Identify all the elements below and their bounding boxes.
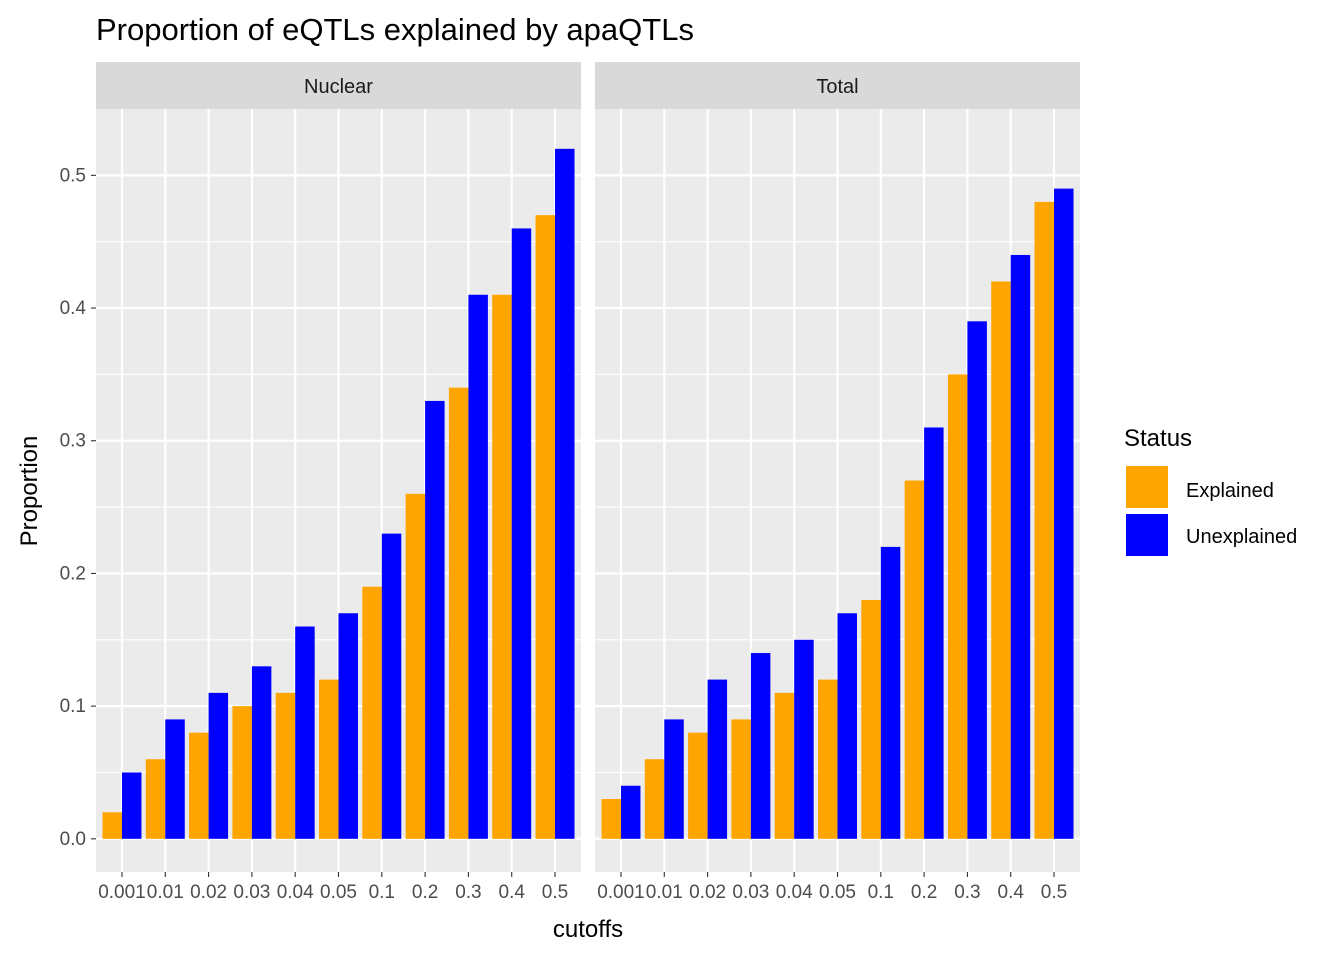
y-axis: 0.0 0.1 0.2 0.3 0.4 0.5 — [60, 165, 96, 850]
bar-unexplained — [165, 719, 185, 839]
bar-explained — [189, 732, 209, 839]
y-tick-label: 0.4 — [60, 298, 87, 319]
bar-unexplained — [880, 546, 901, 839]
bar-explained — [448, 387, 469, 839]
bar-unexplained — [295, 626, 315, 839]
bar-unexplained — [468, 294, 488, 839]
facet-strip — [595, 62, 1080, 109]
bar-unexplained — [1054, 188, 1074, 839]
bar-unexplained — [620, 785, 641, 839]
legend-label-explained: Explained — [1186, 480, 1274, 502]
x-tick-label: 0.04 — [277, 882, 314, 903]
x-tick-label: 0.1 — [868, 882, 894, 903]
bar-unexplained — [1010, 254, 1031, 839]
bar-unexplained — [750, 653, 771, 839]
bar-unexplained — [425, 400, 445, 839]
bar-explained — [818, 679, 838, 839]
bar-unexplained — [381, 533, 402, 839]
facet-strip-label: Nuclear — [304, 76, 373, 98]
bar-unexplained — [707, 679, 728, 839]
bar-explained — [991, 281, 1011, 839]
bar-explained — [861, 599, 881, 839]
x-tick-label: 0.2 — [412, 882, 438, 903]
x-tick-label: 0.001 — [98, 882, 146, 903]
legend-label-unexplained: Unexplained — [1186, 526, 1297, 548]
bar-unexplained — [511, 228, 532, 839]
bar-explained — [492, 294, 512, 839]
x-tick-label: 0.04 — [776, 882, 813, 903]
x-axis-title: cutoffs — [553, 916, 623, 943]
y-axis-title: Proportion — [16, 436, 43, 547]
facet-panel-total: Total 0.001 0.01 0.02 0.03 0.04 0.05 0.1 0.2 0.3 0… — [595, 62, 1080, 903]
x-tick-label: 0.5 — [542, 882, 568, 903]
x-tick-label: 0.01 — [147, 882, 184, 903]
bar-unexplained — [967, 321, 987, 839]
y-tick-label: 0.2 — [60, 563, 86, 584]
bar-explained — [601, 799, 621, 839]
bar-explained — [275, 692, 296, 839]
bar-unexplained — [924, 427, 944, 839]
bar-unexplained — [338, 613, 358, 839]
x-tick-label: 0.05 — [819, 882, 856, 903]
chart-title: Proportion of eQTLs explained by apaQTLs — [96, 12, 694, 47]
bar-unexplained — [555, 148, 575, 839]
bar-unexplained — [208, 692, 229, 839]
x-tick-label: 0.2 — [911, 882, 937, 903]
bar-explained — [731, 719, 751, 839]
bar-unexplained — [664, 719, 684, 839]
legend-swatch-explained — [1126, 466, 1168, 508]
x-tick-label: 0.001 — [597, 882, 645, 903]
bar-explained — [145, 759, 166, 839]
x-tick-label: 0.3 — [455, 882, 481, 903]
bar-explained — [405, 493, 426, 839]
legend-swatch-unexplained — [1126, 514, 1168, 556]
bar-explained — [319, 679, 339, 839]
legend-title: Status — [1124, 425, 1192, 452]
y-tick-label: 0.0 — [60, 829, 86, 850]
bar-unexplained — [837, 613, 857, 839]
x-tick-label: 0.03 — [732, 882, 769, 903]
bar-explained — [904, 480, 925, 839]
bar-explained — [535, 215, 556, 839]
legend: Status Explained Unexplained — [1124, 425, 1297, 556]
bar-unexplained — [251, 666, 272, 839]
facet-strip — [96, 62, 581, 109]
x-tick-label: 0.4 — [499, 882, 526, 903]
bar-unexplained — [121, 772, 142, 839]
y-tick-label: 0.5 — [60, 165, 86, 186]
facet-strip-label: Total — [816, 76, 858, 98]
x-tick-label: 0.02 — [190, 882, 227, 903]
x-tick-label: 0.05 — [320, 882, 357, 903]
bar-explained — [102, 812, 122, 839]
bar-explained — [688, 732, 708, 839]
bar-explained — [1034, 201, 1055, 839]
x-tick-label: 0.01 — [646, 882, 683, 903]
y-tick-label: 0.3 — [60, 431, 86, 452]
bar-explained — [774, 692, 795, 839]
x-tick-label: 0.3 — [954, 882, 980, 903]
x-tick-label: 0.03 — [233, 882, 270, 903]
y-tick-label: 0.1 — [60, 696, 86, 717]
x-tick-label: 0.5 — [1041, 882, 1067, 903]
x-tick-label: 0.1 — [369, 882, 395, 903]
bar-explained — [947, 374, 968, 839]
x-tick-label: 0.02 — [689, 882, 726, 903]
bar-explained — [232, 706, 252, 839]
bar-unexplained — [794, 639, 814, 839]
bar-explained — [644, 759, 665, 839]
x-tick-label: 0.4 — [998, 882, 1025, 903]
facet-panel-nuclear: Nuclear 0.001 0.01 0.02 0.03 0.04 0.05 0.1 0.2 0.… — [96, 62, 581, 903]
bar-explained — [362, 586, 382, 839]
